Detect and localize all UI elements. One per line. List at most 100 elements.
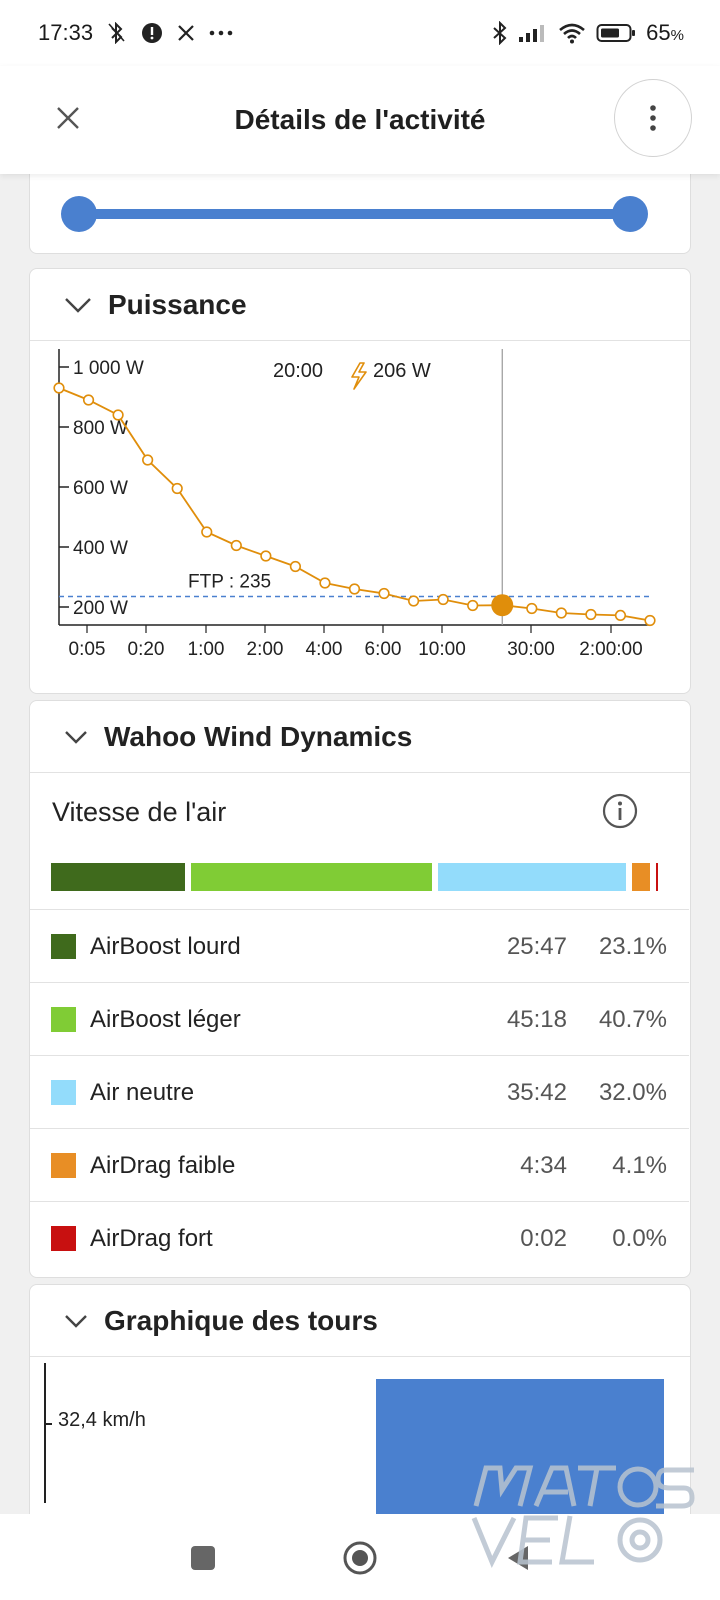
lap-bar[interactable] bbox=[376, 1379, 664, 1514]
zone-color-swatch bbox=[51, 934, 76, 959]
power-point bbox=[585, 608, 597, 621]
x-tick-label: 6:00 bbox=[365, 639, 402, 660]
notification-icon bbox=[141, 22, 163, 44]
power-point bbox=[142, 454, 154, 466]
power-point bbox=[112, 409, 124, 421]
zone-color-swatch bbox=[51, 1153, 76, 1178]
wifi-icon bbox=[558, 22, 586, 44]
ftp-label: FTP : 235 bbox=[188, 572, 271, 593]
zone-percent: 4.1% bbox=[612, 1151, 667, 1179]
power-point bbox=[53, 382, 65, 394]
back-button[interactable] bbox=[496, 1536, 540, 1580]
laps-section-header[interactable]: Graphique des tours bbox=[30, 1285, 690, 1357]
laps-y-axis bbox=[44, 1363, 46, 1503]
battery-level: 65% bbox=[646, 20, 684, 45]
power-point bbox=[171, 482, 183, 495]
info-button[interactable] bbox=[602, 793, 638, 829]
power-point bbox=[319, 577, 331, 589]
power-point bbox=[437, 593, 449, 606]
power-section-title: Puissance bbox=[108, 288, 247, 320]
x-tick-label: 0:05 bbox=[69, 639, 106, 660]
zone-percent: 0.0% bbox=[612, 1224, 667, 1252]
zone-color-swatch bbox=[51, 1226, 76, 1251]
y-tick-label: 400 W bbox=[73, 538, 128, 559]
zone-name: AirDrag faible bbox=[90, 1151, 236, 1179]
tooltip-value: 206 W bbox=[373, 360, 431, 382]
more-vertical-icon bbox=[650, 105, 656, 131]
zone-name: AirBoost léger bbox=[90, 1005, 241, 1033]
power-point bbox=[408, 595, 420, 607]
range-slider-start-thumb[interactable] bbox=[61, 196, 97, 232]
close-icon bbox=[57, 107, 79, 129]
laps-section-title: Graphique des tours bbox=[104, 1304, 378, 1336]
zone-percent: 23.1% bbox=[598, 932, 667, 960]
air-speed-distribution-bar bbox=[51, 863, 661, 891]
power-point bbox=[526, 602, 538, 615]
zone-percent: 32.0% bbox=[598, 1078, 667, 1106]
home-circle-icon bbox=[343, 1541, 377, 1575]
power-point bbox=[467, 599, 479, 612]
back-triangle-icon bbox=[508, 1546, 528, 1570]
zone-percent: 40.7% bbox=[598, 1005, 667, 1033]
air-speed-segment bbox=[437, 863, 626, 891]
power-point bbox=[82, 394, 95, 406]
power-curve-chart[interactable]: 1 000 W 800 W 600 W 400 W 200 W 0:05 0:20 1:00 2… bbox=[30, 341, 692, 693]
zone-time: 25:47 bbox=[506, 932, 567, 960]
wind-section-title: Wahoo Wind Dynamics bbox=[104, 720, 413, 752]
power-point bbox=[260, 550, 272, 562]
scroll-content[interactable]: Puissance 1 000 W 800 W 600 W 400 W 200 W 0:0… bbox=[0, 174, 720, 1514]
x-tick-label: 10:00 bbox=[418, 639, 466, 660]
recents-square-icon bbox=[191, 1546, 215, 1570]
laps-y-label: 32,4 km/h bbox=[58, 1409, 146, 1431]
home-button[interactable] bbox=[338, 1536, 382, 1580]
air-speed-segment bbox=[190, 863, 432, 891]
bluetooth-icon bbox=[492, 21, 508, 45]
air-speed-title-row: Vitesse de l'air bbox=[30, 773, 690, 851]
bluetooth-off-icon bbox=[107, 22, 127, 44]
power-point bbox=[230, 539, 242, 552]
x-tick-label: 2:00 bbox=[247, 639, 284, 660]
power-point-highlight bbox=[491, 594, 514, 617]
x-tick-label: 2:00:00 bbox=[579, 639, 642, 660]
status-time: 17:33 bbox=[38, 20, 94, 45]
zone-time: 35:42 bbox=[506, 1078, 567, 1106]
zone-name: AirDrag fort bbox=[90, 1224, 213, 1252]
zone-time: 4:34 bbox=[520, 1151, 567, 1179]
page-title: Détails de l'activité bbox=[234, 104, 486, 135]
power-point bbox=[348, 583, 361, 595]
more-options-button[interactable] bbox=[614, 79, 692, 157]
chevron-down-icon bbox=[65, 730, 87, 744]
power-section-header[interactable]: Puissance bbox=[30, 269, 690, 341]
range-slider-track[interactable] bbox=[80, 209, 644, 219]
x-icon bbox=[177, 24, 195, 42]
zone-name: Air neutre bbox=[90, 1078, 195, 1106]
app-header: Détails de l'activité bbox=[0, 66, 720, 174]
range-slider-card bbox=[29, 174, 691, 254]
chevron-down-icon bbox=[65, 1314, 87, 1328]
y-tick-label: 600 W bbox=[73, 478, 128, 499]
wind-zone-row: AirBoost lourd 25:47 23.1% bbox=[30, 909, 689, 983]
recents-button[interactable] bbox=[181, 1536, 225, 1580]
zone-color-swatch bbox=[51, 1007, 76, 1032]
laps-chart-card: Graphique des tours 32,4 km/h bbox=[29, 1284, 691, 1514]
x-tick-label: 1:00 bbox=[188, 639, 225, 660]
lightning-icon bbox=[351, 362, 367, 390]
x-tick-label: 30:00 bbox=[507, 639, 555, 660]
close-button[interactable] bbox=[48, 98, 88, 138]
power-point bbox=[614, 609, 627, 622]
wind-zone-row: Air neutre 35:42 32.0% bbox=[30, 1055, 689, 1129]
x-tick-label: 4:00 bbox=[306, 639, 343, 660]
more-icon bbox=[209, 30, 233, 36]
tooltip-time: 20:00 bbox=[273, 360, 323, 382]
air-speed-segment bbox=[51, 863, 185, 891]
zone-name: AirBoost lourd bbox=[90, 932, 241, 960]
status-bar: 17:33 65% bbox=[0, 0, 720, 66]
wind-dynamics-card: Wahoo Wind Dynamics Vitesse de l'air Air… bbox=[29, 700, 691, 1278]
y-tick-label: 200 W bbox=[73, 598, 128, 619]
wind-zone-row: AirBoost léger 45:18 40.7% bbox=[30, 982, 689, 1056]
x-tick-label: 0:20 bbox=[128, 639, 165, 660]
power-card: Puissance 1 000 W 800 W 600 W 400 W 200 W 0:0… bbox=[29, 268, 691, 694]
air-speed-title: Vitesse de l'air bbox=[52, 796, 227, 827]
wind-section-header[interactable]: Wahoo Wind Dynamics bbox=[30, 701, 690, 773]
range-slider-end-thumb[interactable] bbox=[612, 196, 648, 232]
